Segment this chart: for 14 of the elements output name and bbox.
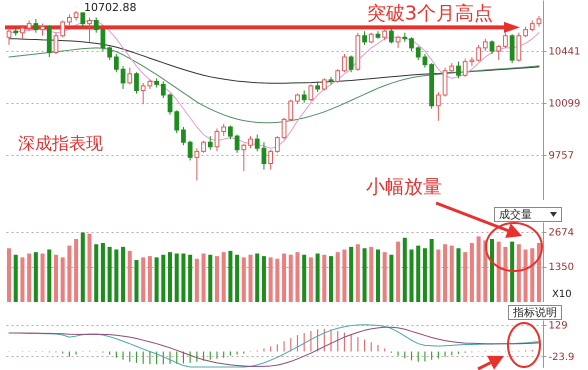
y-tick-label: 10441 [548,46,580,58]
text: 指标说明 [508,305,562,320]
annotation: 10702.88 [84,1,136,14]
annotation: 小幅放量 [366,176,442,198]
y-tick-label: 129 [548,320,568,332]
y-tick-label: 9757 [548,150,574,162]
annotation: 深成指表现 [18,134,103,154]
text: X10 [552,289,572,300]
y-tick-label: -23.9 [548,352,574,363]
y-tick-label: 1350 [548,262,574,274]
text: 成交量 [494,207,562,222]
y-tick-label: 10099 [548,98,580,110]
y-tick-label: 2674 [548,227,574,238]
ref-line-label: 突破3个月高点 [366,2,493,24]
